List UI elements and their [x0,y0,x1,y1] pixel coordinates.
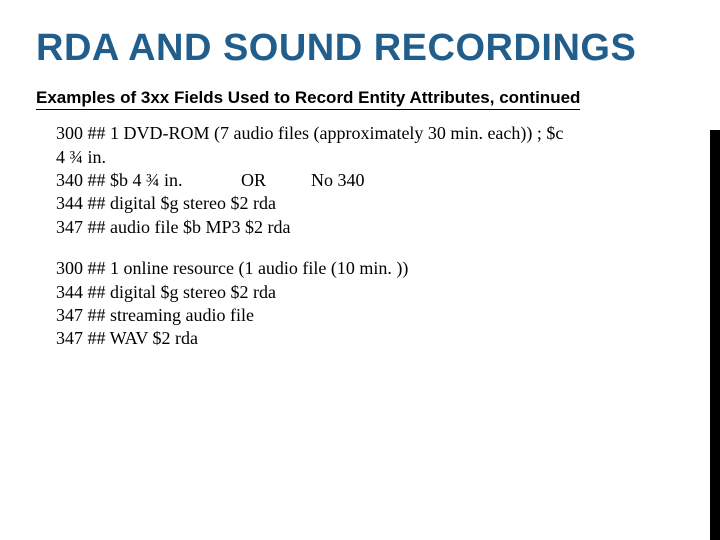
marc-field-line: 300 ## 1 DVD-ROM (7 audio files (approxi… [56,122,684,145]
marc-field-line: 340 ## $b 4 ¾ in. OR No 340 [56,169,684,192]
marc-field-line: 344 ## digital $g stereo $2 rda [56,192,684,215]
marc-field-line: 4 ¾ in. [56,146,684,169]
marc-field-line: 347 ## streaming audio file [56,304,684,327]
body-content: 300 ## 1 DVD-ROM (7 audio files (approxi… [36,122,684,351]
example-group-2: 300 ## 1 online resource (1 audio file (… [56,257,684,351]
decorative-side-bar [710,130,720,540]
subtitle-wrap: Examples of 3xx Fields Used to Record En… [36,87,684,112]
marc-field-line: 344 ## digital $g stereo $2 rda [56,281,684,304]
marc-field-line: 300 ## 1 online resource (1 audio file (… [56,257,684,280]
example-group-1: 300 ## 1 DVD-ROM (7 audio files (approxi… [56,122,684,239]
marc-field-line: 347 ## audio file $b MP3 $2 rda [56,216,684,239]
slide-title: RDA AND SOUND RECORDINGS [36,28,684,69]
marc-field-line: 347 ## WAV $2 rda [56,327,684,350]
slide-subtitle: Examples of 3xx Fields Used to Record En… [36,87,580,110]
